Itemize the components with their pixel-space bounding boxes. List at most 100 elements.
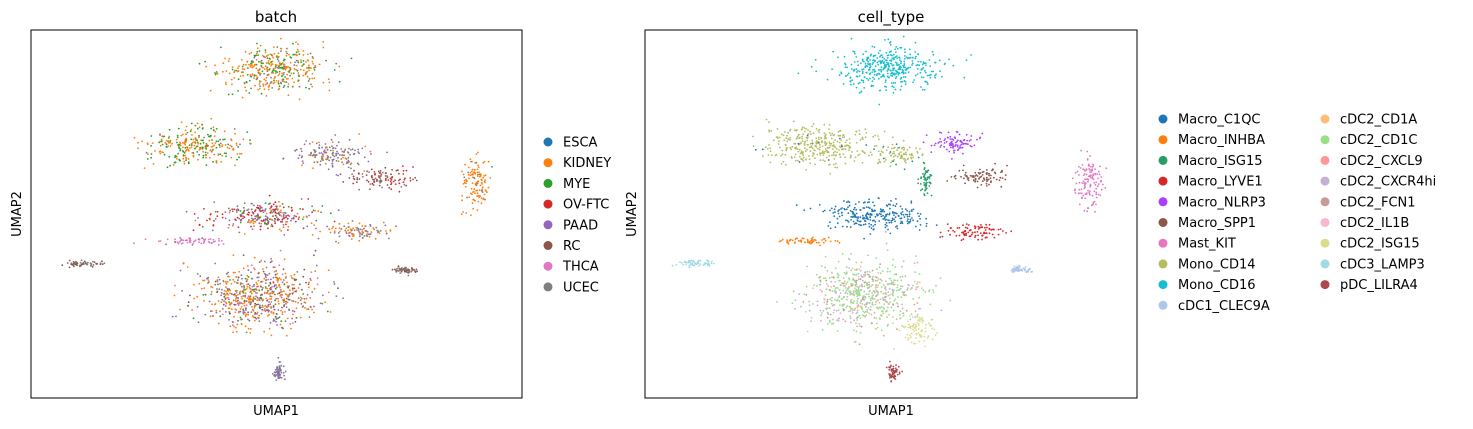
point [887,294,890,297]
point [883,216,886,219]
point [880,70,883,73]
point [283,304,286,306]
point [218,239,221,242]
point [301,160,304,163]
point [879,298,882,300]
point [1078,165,1080,168]
point [385,177,387,180]
point [214,240,216,243]
point [946,148,948,151]
point [780,239,782,242]
point [222,303,225,306]
point [300,61,303,63]
point [861,303,864,305]
point [331,141,334,144]
point [870,285,873,288]
point [928,289,931,292]
point [762,155,764,158]
point [857,82,860,85]
point [923,89,926,91]
point [311,72,314,75]
legend-label: Mono_CD16 [1178,278,1256,293]
point [179,308,181,311]
point [282,301,285,304]
point [974,234,977,237]
point [838,296,840,298]
point [892,322,894,325]
point [880,69,883,71]
point [250,290,253,293]
point [939,131,941,134]
point [919,71,922,74]
point [710,262,713,265]
legend-label: KIDNEY [563,156,611,171]
point [868,283,870,286]
point [269,261,272,264]
point [974,179,977,181]
point [410,270,412,273]
point [851,151,853,153]
point [864,275,867,277]
point [285,303,287,305]
point [258,289,261,292]
point [228,312,231,315]
point [322,155,325,158]
point [944,138,947,140]
point [176,241,179,244]
point [265,76,268,79]
point [335,160,338,162]
cluster-far-right-plume [460,151,493,217]
point [892,155,895,158]
point [280,63,283,65]
point [235,144,238,146]
point [948,58,950,61]
point [979,232,982,235]
point [939,236,942,239]
point [291,299,293,302]
point [829,134,832,137]
point [903,152,905,155]
point [860,91,863,93]
point [913,262,916,265]
point [198,134,200,137]
point [896,286,899,289]
point [918,317,921,320]
point [828,132,831,134]
point [348,138,351,141]
point [378,175,381,178]
point [347,166,350,169]
point [795,129,797,132]
point [253,305,256,308]
point [837,317,840,320]
point [908,153,911,156]
point [1015,269,1017,272]
point [261,209,263,212]
point [965,143,968,145]
point [256,296,259,299]
point [844,162,847,165]
point [882,146,884,149]
point [385,230,387,232]
point [882,209,885,211]
point [233,128,236,130]
point [295,317,298,319]
point [853,319,855,322]
point [829,298,832,301]
point [277,52,280,55]
point [270,301,273,303]
point [342,154,344,157]
point [250,271,252,274]
point [923,162,926,165]
point [809,133,812,136]
point [311,60,314,63]
point [833,285,835,287]
point [878,160,881,163]
point [924,345,926,348]
point [871,219,874,222]
point [351,233,353,235]
point [189,241,192,244]
point [847,287,849,290]
point [169,164,172,167]
point [871,209,874,212]
point [909,327,912,329]
